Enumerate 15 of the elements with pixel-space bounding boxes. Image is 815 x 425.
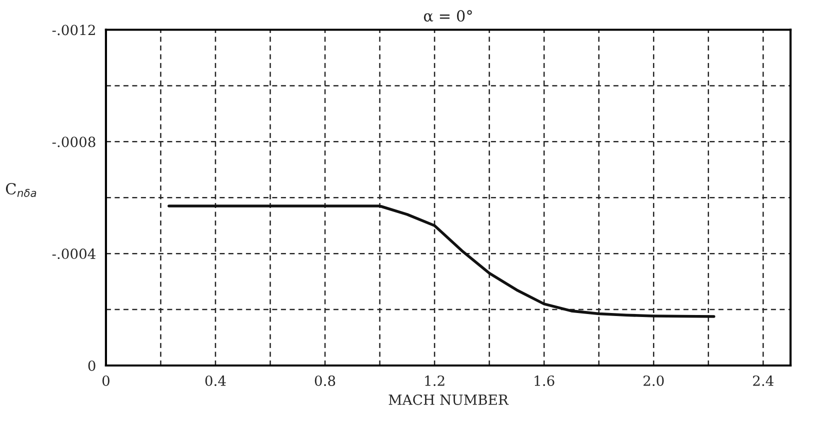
y-tick-label: -.0012 xyxy=(52,24,95,36)
y-axis-title: C$_{nδa}$ xyxy=(6,182,36,197)
line-series xyxy=(168,204,716,318)
x-tick-label: 0.8 xyxy=(314,375,336,386)
x-tick-label: 1.6 xyxy=(534,375,554,386)
x-tick-label: 0 xyxy=(102,375,110,386)
y-tick-label: -.0004 xyxy=(52,248,96,260)
y-tick-label: 0 xyxy=(88,360,96,371)
x-tick-label: 0.4 xyxy=(205,375,226,386)
x-tick-label: 1.2 xyxy=(425,375,444,386)
y-tick-label: -.0008 xyxy=(52,136,96,148)
chart-title: α = 0° xyxy=(424,10,472,22)
x-tick-label: 2.4 xyxy=(753,375,774,386)
x-tick-label: 2.0 xyxy=(644,375,664,386)
x-axis-title: MACH NUMBER xyxy=(388,394,509,405)
